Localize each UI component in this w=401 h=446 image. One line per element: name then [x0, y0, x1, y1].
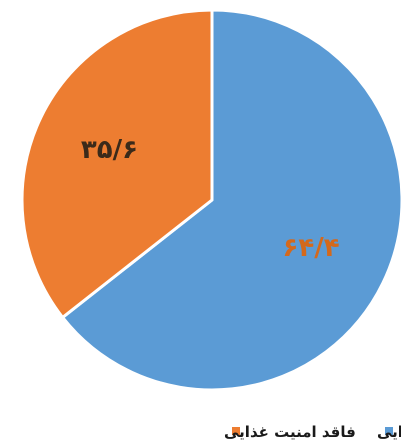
slice-value-label: ۳۵/۶: [81, 135, 138, 165]
legend-swatch: [385, 427, 393, 435]
pie-slices: [20, 8, 401, 392]
legend-label: دارای امنیت غذایی: [377, 423, 401, 441]
slice-labels: ۶۴/۴ ۳۵/۶: [81, 135, 340, 263]
slice-value-label: ۶۴/۴: [283, 233, 340, 263]
pie-slice: [61, 8, 401, 392]
legend-swatch: [232, 427, 240, 435]
pie-slice: [20, 8, 214, 319]
legend-label: فاقد امنیت غذایی: [224, 423, 356, 441]
legend: دارای امنیت غذایی فاقد امنیت غذایی: [224, 423, 401, 441]
